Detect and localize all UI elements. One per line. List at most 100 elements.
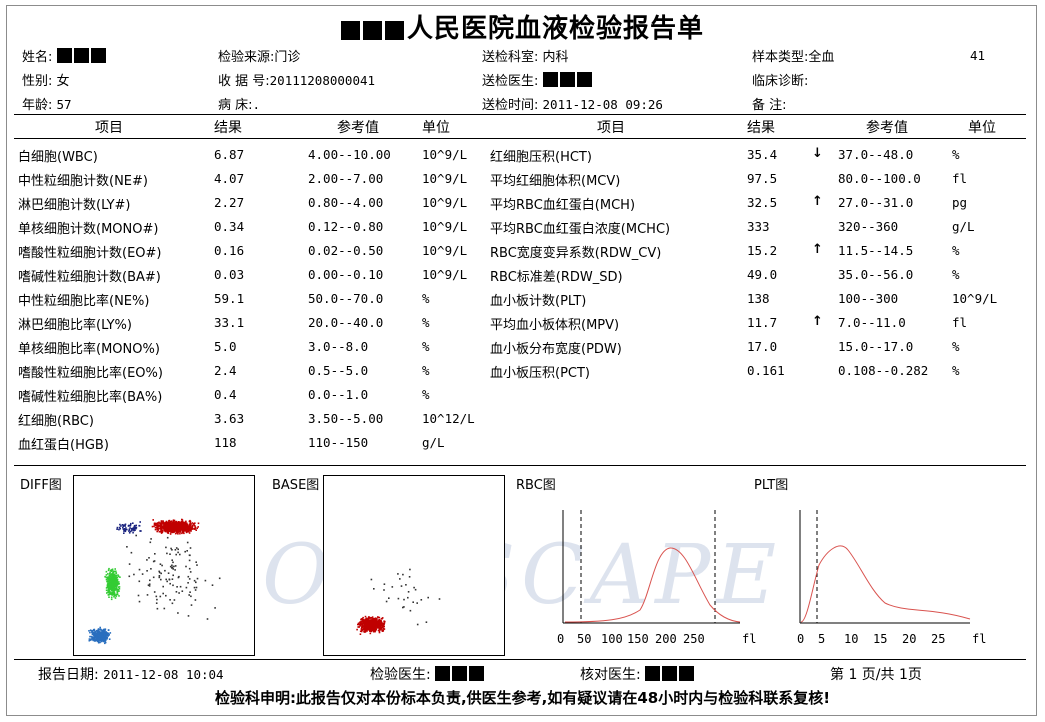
source-field: 检验来源:门诊	[218, 46, 300, 65]
row-result: 3.63	[214, 411, 245, 426]
row-result: 0.34	[214, 219, 245, 234]
tester-label: 检验医生:	[370, 667, 431, 683]
rbc-plot-label: RBC图	[516, 478, 556, 493]
redacted-block	[56, 48, 72, 63]
row-result: 15.2	[747, 243, 778, 258]
row-ref: 100--300	[838, 291, 899, 306]
row-ref: 27.0--31.0	[838, 195, 914, 210]
row-unit: %	[952, 267, 960, 282]
gender-label: 性别:	[22, 74, 53, 89]
row-result: 0.4	[214, 387, 237, 402]
row-ref: 110--150	[308, 435, 369, 450]
age-label: 年龄:	[22, 98, 53, 113]
report-date-label: 报告日期:	[38, 667, 99, 683]
row-item: 淋巴细胞比率(LY%)	[18, 318, 132, 333]
checker-label: 核对医生:	[580, 667, 641, 683]
neutrophil-cluster	[151, 518, 200, 535]
report-title: 人民医院血液检验报告单	[0, 8, 1045, 45]
bed-label: 病 床:	[218, 98, 253, 113]
rbc-tick-label: 100	[601, 632, 623, 646]
row-unit: g/L	[952, 219, 975, 234]
row-item: 平均RBC血红蛋白浓度(MCHC)	[490, 222, 671, 237]
row-item: 平均RBC血红蛋白(MCH)	[490, 198, 636, 213]
row-ref: 0.108--0.282	[838, 363, 929, 378]
row-ref: 4.00--10.00	[308, 147, 391, 162]
tester-field: 检验医生:	[370, 664, 486, 684]
redacted-block	[73, 48, 89, 63]
row-ref: 0.80--4.00	[308, 195, 384, 210]
plt-histogram: 0 5 10 15 20 25 fl	[797, 510, 986, 646]
divider	[14, 138, 1026, 139]
row-unit: 10^9/L	[422, 267, 468, 282]
redacted-block	[362, 21, 382, 40]
row-unit: fl	[952, 171, 968, 186]
redacted-block	[435, 666, 451, 681]
row-flag: ↑	[812, 314, 823, 329]
row-item: 单核细胞计数(MONO#)	[18, 222, 159, 237]
gender-field: 性别: 女	[22, 70, 70, 89]
checker-field: 核对医生:	[580, 664, 696, 684]
plt-tick-label: 0	[797, 632, 804, 646]
time-label: 送检时间:	[482, 98, 539, 113]
age-field: 年龄: 57	[22, 94, 72, 113]
row-result: 35.4	[747, 147, 778, 162]
row-ref: 0.0--1.0	[308, 387, 369, 402]
row-ref: 3.0--8.0	[308, 339, 369, 354]
redacted-block	[542, 72, 558, 87]
divider	[14, 659, 1026, 660]
doctor-label: 送检医生:	[482, 74, 539, 89]
row-ref: 320--360	[838, 219, 899, 234]
report-date-field: 报告日期: 2011-12-08 10:04	[38, 664, 224, 684]
row-item: 白细胞(WBC)	[18, 150, 98, 165]
receipt-value: 20111208000041	[269, 73, 376, 88]
row-unit: 10^9/L	[422, 171, 468, 186]
redacted-block	[384, 21, 404, 40]
row-result: 59.1	[214, 291, 245, 306]
redacted-block	[679, 666, 695, 681]
row-result: 11.7	[747, 315, 778, 330]
row-result: 2.4	[214, 363, 237, 378]
base-noise	[370, 568, 441, 626]
rbc-tick-label: 0	[557, 632, 564, 646]
base-plot-label: BASE图	[272, 478, 320, 493]
rbc-curve	[564, 547, 741, 623]
row-result: 333	[747, 219, 770, 234]
row-ref: 0.12--0.80	[308, 219, 384, 234]
row-ref: 37.0--48.0	[838, 147, 914, 162]
row-unit: 10^9/L	[952, 291, 998, 306]
col-header-unit: 单位	[422, 120, 450, 136]
receipt-label: 收 据 号:	[218, 74, 270, 89]
plt-unit-label: fl	[972, 632, 986, 646]
row-unit: %	[952, 339, 960, 354]
row-result: 0.161	[747, 363, 785, 378]
row-result: 118	[214, 435, 237, 450]
row-unit: %	[422, 363, 430, 378]
lab-disclaimer: 检验科申明:此报告仅对本份标本负责,供医生参考,如有疑议请在48小时内与检验科联…	[214, 689, 831, 707]
row-result: 0.16	[214, 243, 245, 258]
time-value: 2011-12-08 09:26	[542, 97, 663, 112]
row-ref: 35.0--56.0	[838, 267, 914, 282]
col-header-ref: 参考值	[866, 120, 908, 136]
row-ref: 7.0--11.0	[838, 315, 906, 330]
age-value: 57	[56, 97, 72, 112]
row-ref: 0.02--0.50	[308, 243, 384, 258]
row-item: 血小板分布宽度(PDW)	[490, 342, 622, 357]
row-result: 32.5	[747, 195, 778, 210]
page-indicator: 第 1 页/共 1页	[830, 667, 922, 683]
row-unit: 10^12/L	[422, 411, 475, 426]
row-unit: pg	[952, 195, 968, 210]
row-item: 红细胞压积(HCT)	[490, 150, 592, 165]
row-flag: ↓	[812, 146, 823, 161]
row-result: 0.03	[214, 267, 245, 282]
eosinophil-cluster	[116, 521, 142, 534]
report-date-value: 2011-12-08 10:04	[103, 667, 224, 682]
row-item: 嗜碱性粒细胞比率(BA%)	[18, 390, 163, 405]
row-unit: fl	[952, 315, 968, 330]
plt-tick-label: 10	[844, 632, 858, 646]
row-flag: ↑	[812, 194, 823, 209]
title-text: 人民医院血液检验报告单	[406, 14, 704, 44]
row-ref: 50.0--70.0	[308, 291, 384, 306]
row-ref: 11.5--14.5	[838, 243, 914, 258]
row-ref: 0.00--0.10	[308, 267, 384, 282]
divider	[14, 114, 1026, 115]
